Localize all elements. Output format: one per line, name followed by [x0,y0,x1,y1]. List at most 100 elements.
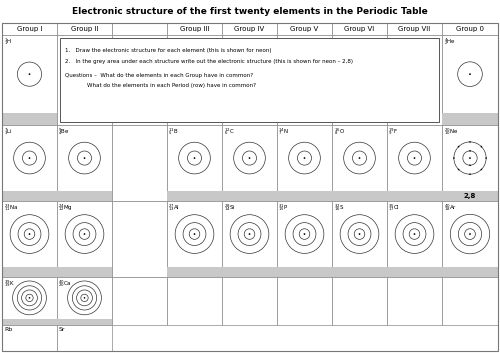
Circle shape [84,297,86,299]
Bar [442,23,498,35]
Bar [112,23,167,35]
Bar [222,191,277,201]
Bar [332,201,387,277]
Text: $^{40}_{20}$Ca: $^{40}_{20}$Ca [58,279,72,289]
Bar [2,267,57,277]
Text: Rb: Rb [4,327,12,332]
Bar [387,23,442,35]
Text: 1.   Draw the electronic structure for each element (this is shown for neon): 1. Draw the electronic structure for eac… [65,48,272,53]
Bar [2,113,57,125]
Circle shape [480,146,482,148]
Bar [222,125,277,201]
Bar [222,201,277,277]
Text: $^{7}_{3}$Li: $^{7}_{3}$Li [4,126,12,137]
Text: $^{4}_{2}$He: $^{4}_{2}$He [444,36,456,47]
Text: Group II: Group II [71,26,98,32]
Text: $^{40}_{18}$Ar: $^{40}_{18}$Ar [444,203,456,213]
Bar [2,191,57,201]
Bar [57,319,112,325]
Text: Sr: Sr [59,327,66,332]
Bar [332,125,387,201]
Circle shape [486,157,487,159]
Circle shape [84,233,86,235]
Text: $^{31}_{15}$P: $^{31}_{15}$P [278,203,288,213]
Text: $^{9}_{4}$Be: $^{9}_{4}$Be [58,126,70,137]
Text: What do the elements in each Period (row) have in common?: What do the elements in each Period (row… [87,83,256,88]
Bar [167,35,222,125]
Circle shape [304,157,306,159]
Bar [222,267,277,277]
Bar [277,277,332,325]
Text: Group IV: Group IV [234,26,264,32]
Bar [332,191,387,201]
Bar [387,35,442,125]
Bar [2,35,57,125]
Circle shape [28,73,30,75]
Text: $^{24}_{12}$Mg: $^{24}_{12}$Mg [58,203,74,213]
Circle shape [28,233,30,235]
Circle shape [453,157,454,159]
Bar [442,35,498,125]
Bar [57,277,112,325]
Circle shape [414,233,416,235]
Bar [277,23,332,35]
Bar [442,191,498,201]
Circle shape [358,233,360,235]
Bar [332,23,387,35]
Bar [387,191,442,201]
Circle shape [28,157,30,159]
Bar [332,35,387,125]
Bar [442,267,498,277]
Circle shape [248,233,250,235]
Text: 2.   In the grey area under each structure write out the electronic structure (t: 2. In the grey area under each structure… [65,59,353,64]
Circle shape [469,164,471,166]
Circle shape [358,157,360,159]
Text: $^{23}_{11}$Na: $^{23}_{11}$Na [4,203,18,213]
Bar [112,277,167,325]
Text: Group III: Group III [180,26,209,32]
Bar [57,201,112,277]
Bar [167,191,222,201]
Circle shape [469,141,471,143]
Bar [57,35,112,125]
Bar [2,125,57,201]
Bar [277,125,332,201]
Text: $^{16}_{8}$O: $^{16}_{8}$O [334,126,344,137]
Text: $^{35}_{17}$Cl: $^{35}_{17}$Cl [388,203,400,213]
Text: $^{28}_{14}$Si: $^{28}_{14}$Si [224,203,235,213]
Bar [442,125,498,201]
Circle shape [469,233,471,235]
Bar [442,277,498,325]
Circle shape [84,157,86,159]
Bar [387,201,442,277]
Bar [442,201,498,277]
Circle shape [304,233,306,235]
Bar [277,267,332,277]
Text: $^{12}_{6}$C: $^{12}_{6}$C [224,126,234,137]
Text: Questions –  What do the elements in each Group have in common?: Questions – What do the elements in each… [65,73,253,78]
Text: Electronic structure of the first twenty elements in the Periodic Table: Electronic structure of the first twenty… [72,6,428,16]
Bar [2,23,57,35]
Bar [2,277,57,325]
Text: Group VII: Group VII [398,26,430,32]
Bar [167,23,222,35]
Bar [277,35,332,125]
Bar [57,23,112,35]
Bar [222,277,277,325]
Circle shape [28,297,30,299]
Bar [277,201,332,277]
Bar [387,125,442,201]
Bar [2,319,57,325]
Circle shape [469,73,471,75]
Bar [387,267,442,277]
Bar [167,201,222,277]
Text: $^{39}_{19}$K: $^{39}_{19}$K [4,279,15,289]
Bar [112,201,167,277]
Circle shape [458,169,460,170]
Bar [57,191,112,201]
Circle shape [469,157,471,159]
Circle shape [194,233,196,235]
Bar [222,35,277,125]
Circle shape [194,157,196,159]
Text: $^{14}_{7}$N: $^{14}_{7}$N [278,126,289,137]
